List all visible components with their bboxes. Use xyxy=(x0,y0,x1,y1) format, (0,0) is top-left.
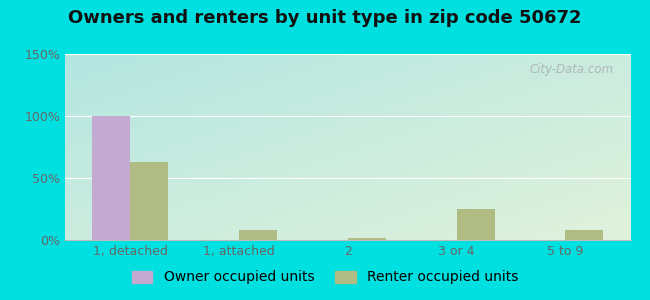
Bar xyxy=(92,116,130,240)
Legend: Owner occupied units, Renter occupied units: Owner occupied units, Renter occupied un… xyxy=(126,265,524,290)
Bar xyxy=(239,230,277,240)
Text: City-Data.com: City-Data.com xyxy=(529,63,614,76)
Bar xyxy=(566,230,603,240)
Bar xyxy=(348,238,386,240)
Bar xyxy=(130,162,168,240)
Text: Owners and renters by unit type in zip code 50672: Owners and renters by unit type in zip c… xyxy=(68,9,582,27)
Bar xyxy=(456,209,495,240)
